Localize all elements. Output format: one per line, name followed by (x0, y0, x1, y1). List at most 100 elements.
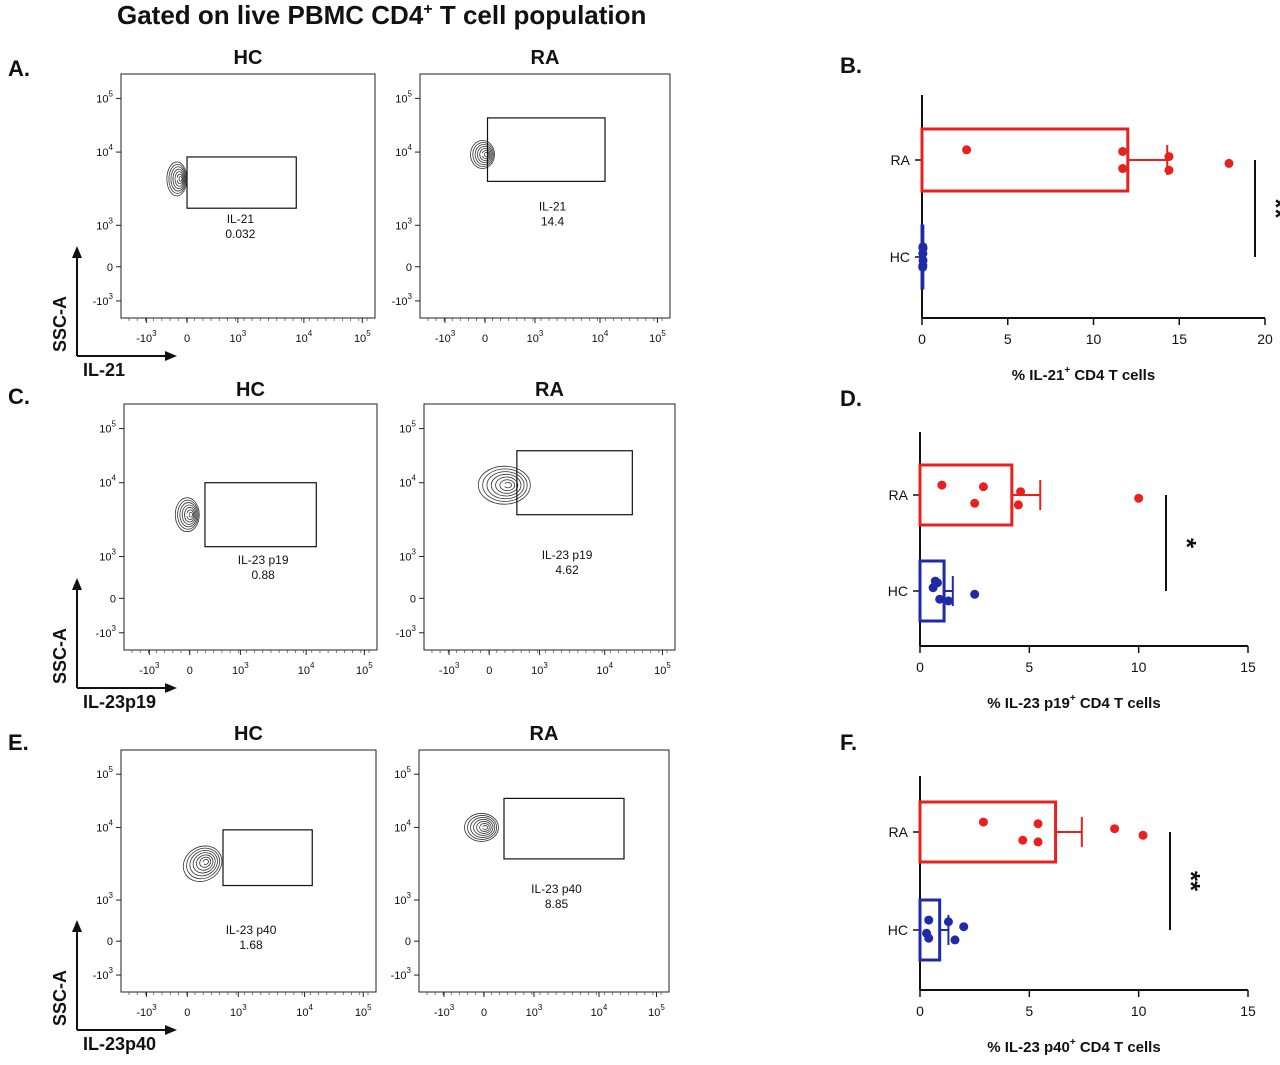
x-tick-label: 0 (482, 333, 488, 345)
contour-line (477, 146, 492, 163)
data-point (922, 928, 932, 938)
x-tick-label: 0 (918, 331, 926, 347)
y-tick-label: 104 (394, 818, 411, 834)
contour-line (499, 479, 516, 492)
contour-core (480, 825, 483, 829)
x-tick-label: -103 (136, 1003, 157, 1019)
y-arrow-head (72, 920, 82, 932)
data-point (1033, 837, 1043, 847)
contour-line (479, 823, 490, 832)
y-tick-label: 105 (96, 765, 113, 781)
x-tick-label: 105 (355, 1003, 372, 1019)
contour-line (189, 850, 218, 877)
contour-line (174, 497, 200, 533)
y-tick-label: 104 (96, 143, 113, 159)
panel-letter: A. (8, 56, 30, 81)
x-tick-label: 10 (1086, 331, 1102, 347)
x-tick-label: 0 (916, 659, 924, 675)
plot-frame (120, 749, 377, 993)
gate-rectangle (204, 482, 317, 548)
significance-marker: ** (1261, 198, 1280, 219)
contour-line (495, 476, 519, 494)
x-tick-label: 104 (596, 661, 613, 677)
contour-line (474, 144, 493, 165)
x-axis-label: % IL-23 p19+ CD4 T cells (987, 693, 1160, 712)
data-point (959, 922, 969, 932)
data-point (978, 482, 988, 492)
contour-line (490, 473, 522, 497)
plot-frame (120, 73, 376, 319)
data-point (970, 498, 980, 508)
contour-line (464, 813, 499, 842)
plot-group-title: RA (531, 47, 560, 69)
category-label-hc: HC (888, 583, 908, 599)
series-ra (918, 800, 1148, 864)
y-tick-label: -103 (93, 966, 114, 982)
category-label-ra: RA (889, 824, 909, 840)
y-axis-name: SSC-A (50, 970, 70, 1026)
x-tick-label: 10 (1131, 659, 1147, 675)
gate-value: 1.68 (239, 938, 263, 952)
flow-plot-hc: HC 105 104 103 0 -103 -103 0 103 104 105 IL-23 p190… (96, 379, 378, 677)
data-point (935, 594, 945, 604)
x-tick-label: 105 (654, 661, 671, 677)
panel-letter: D. (840, 386, 862, 411)
gate-rectangle (222, 829, 313, 887)
x-tick-label: 0 (184, 1007, 190, 1019)
contour-line (479, 148, 491, 161)
data-point (1164, 165, 1174, 175)
flow-panel-e: E. HC 105 104 103 0 -103 -103 0 103 104 105 IL-23 p4… (8, 723, 670, 1054)
x-tick-label: 103 (232, 661, 249, 677)
x-tick-label: 105 (648, 1003, 665, 1019)
contour-line (482, 825, 488, 830)
contour-core (185, 513, 189, 517)
x-tick-label: 105 (356, 661, 373, 677)
plot-group-title: HC (234, 47, 263, 69)
contour-line (196, 854, 214, 871)
data-point (1033, 819, 1043, 829)
contour-line (473, 819, 494, 836)
data-point (1013, 500, 1023, 510)
data-point (978, 817, 988, 827)
y-tick-label: -103 (396, 624, 417, 640)
y-tick-label: 105 (394, 765, 411, 781)
contour-line (186, 847, 221, 880)
x-tick-label: 103 (527, 329, 544, 345)
bar-hc (918, 898, 942, 962)
data-point (1110, 824, 1120, 834)
x-tick-label: 15 (1240, 1003, 1256, 1019)
series-hc (918, 224, 928, 290)
plot-group-title: HC (234, 723, 263, 745)
x-axis-name: IL-21 (83, 360, 125, 380)
gate-rectangle (186, 156, 297, 209)
contour-line (188, 511, 193, 518)
contour-line (199, 856, 212, 868)
y-tick-label: 103 (394, 891, 411, 907)
data-point (1118, 146, 1128, 156)
x-tick-label: 0 (486, 665, 492, 677)
figure-title-sup: + (423, 1, 432, 18)
contour-core (201, 862, 205, 866)
x-tick-label: -103 (139, 661, 160, 677)
y-tick-label: 104 (99, 474, 116, 490)
x-tick-label: 5 (1025, 659, 1033, 675)
contour-line (170, 166, 186, 192)
gate-value: 8.85 (545, 897, 569, 911)
contour-line (472, 142, 494, 167)
flow-plot-ra: RA 105 104 103 0 -103 -103 0 103 104 105 IL-23 p408… (391, 723, 670, 1019)
gate-rectangle (503, 797, 625, 860)
contour-line (177, 499, 199, 530)
y-tick-label: 104 (96, 818, 113, 834)
y-tick-label: 104 (395, 143, 412, 159)
y-arrow-head (72, 578, 82, 590)
y-tick-label: -103 (93, 292, 114, 308)
contour-line (178, 176, 183, 182)
contour-line (467, 815, 498, 840)
x-tick-label: 104 (296, 329, 313, 345)
y-tick-label: 0 (410, 593, 416, 605)
figure-title-tail: T cell population (433, 0, 647, 30)
plot-frame (418, 749, 670, 993)
flow-plot-ra: RA 105 104 103 0 -103 -103 0 103 104 105 IL-23 p194… (396, 379, 676, 677)
